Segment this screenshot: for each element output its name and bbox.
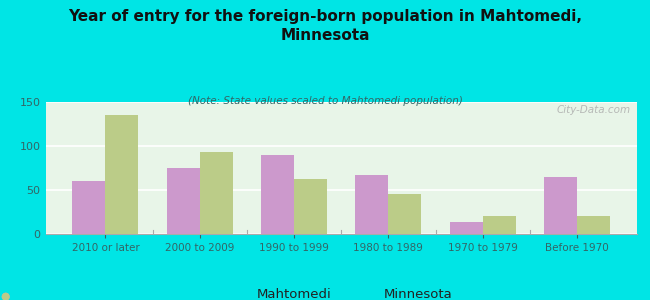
Bar (294, 179, 327, 234)
Legend: Mahtomedi, Minnesota: Mahtomedi, Minnesota (225, 283, 458, 300)
Bar (577, 215, 610, 234)
Bar (200, 152, 233, 234)
Bar (389, 194, 421, 234)
Bar (72, 181, 105, 234)
Text: (Note: State values scaled to Mahtomedi population): (Note: State values scaled to Mahtomedi … (188, 96, 462, 106)
Text: Year of entry for the foreign-born population in Mahtomedi,
Minnesota: Year of entry for the foreign-born popul… (68, 9, 582, 43)
Bar (483, 216, 516, 234)
Bar (261, 155, 294, 234)
Bar (105, 115, 138, 234)
Bar (166, 168, 200, 234)
Bar (544, 177, 577, 234)
Bar (356, 175, 389, 234)
Text: City-Data.com: City-Data.com (557, 105, 631, 115)
Bar (450, 222, 483, 234)
